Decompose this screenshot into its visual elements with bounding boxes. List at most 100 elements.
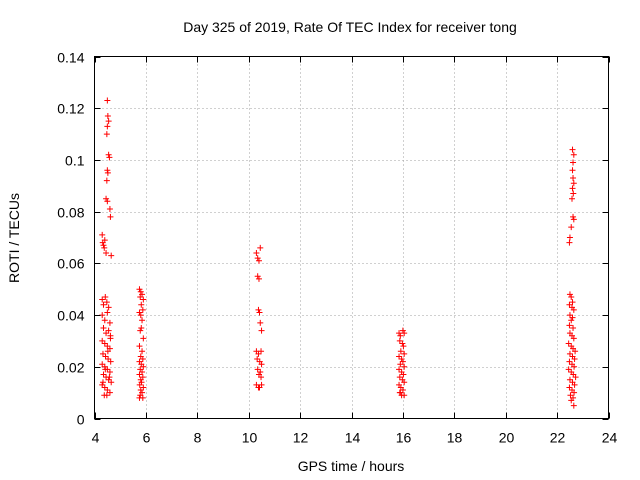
- data-point: [570, 335, 577, 342]
- data-point: [401, 350, 408, 357]
- data-point: [566, 239, 573, 246]
- data-point: [136, 286, 143, 293]
- data-point: [101, 244, 108, 251]
- data-point: [566, 358, 573, 365]
- data-point: [108, 379, 115, 386]
- data-point: [569, 185, 576, 192]
- chart-title: Day 325 of 2019, Rate Of TEC Index for r…: [183, 19, 517, 35]
- data-point: [100, 371, 107, 378]
- data-point: [569, 195, 576, 202]
- data-point: [566, 322, 573, 329]
- data-point: [255, 275, 262, 282]
- data-point: [566, 384, 573, 391]
- grid-lines: [94, 56, 609, 419]
- data-point: [137, 392, 144, 399]
- data-point: [399, 387, 406, 394]
- data-point: [106, 319, 113, 326]
- data-point: [104, 169, 111, 176]
- data-point: [257, 368, 264, 375]
- data-point: [568, 397, 575, 404]
- data-point: [140, 363, 147, 370]
- data-point: [104, 348, 111, 355]
- data-point: [100, 301, 107, 308]
- data-point: [136, 309, 143, 316]
- x-tick-label: 6: [143, 430, 151, 446]
- data-point: [570, 175, 577, 182]
- data-point: [138, 301, 145, 308]
- data-point: [566, 234, 573, 241]
- data-point: [103, 299, 110, 306]
- data-point: [400, 371, 407, 378]
- data-point: [566, 291, 573, 298]
- data-point: [136, 343, 143, 350]
- data-point: [106, 154, 113, 161]
- data-point: [570, 159, 577, 166]
- x-tick-label: 22: [550, 430, 566, 446]
- data-point: [570, 306, 577, 313]
- data-point: [569, 314, 576, 321]
- data-point: [569, 167, 576, 174]
- data-point: [107, 213, 114, 220]
- y-tick-label: 0.02: [57, 360, 84, 376]
- y-tick-label: 0.06: [57, 256, 84, 272]
- data-point: [105, 151, 112, 158]
- x-tick-label: 16: [396, 430, 412, 446]
- data-point: [136, 394, 143, 401]
- data-point: [254, 273, 261, 280]
- data-point: [106, 389, 113, 396]
- data-point: [99, 381, 106, 388]
- data-point: [566, 376, 573, 383]
- data-point: [136, 371, 143, 378]
- data-point: [107, 335, 114, 342]
- data-point: [104, 97, 111, 104]
- data-point: [102, 366, 109, 373]
- data-point: [258, 374, 265, 381]
- data-point: [570, 180, 577, 187]
- data-point: [101, 384, 108, 391]
- data-point: [139, 306, 146, 313]
- data-point: [137, 376, 144, 383]
- data-point: [101, 363, 108, 370]
- data-point: [257, 319, 264, 326]
- data-point: [106, 206, 113, 213]
- data-point: [396, 366, 403, 373]
- data-point: [99, 379, 106, 386]
- data-point: [258, 361, 265, 368]
- data-point: [570, 402, 577, 409]
- data-point: [102, 353, 109, 360]
- y-tick-labels: 0 0.02 0.04 0.06 0.08 0.1 0.12 0.14: [57, 50, 84, 428]
- data-point: [140, 384, 147, 391]
- data-point: [396, 389, 403, 396]
- data-point: [401, 379, 408, 386]
- data-point: [567, 392, 574, 399]
- plot-frame: [94, 56, 609, 419]
- data-point: [571, 389, 578, 396]
- data-point: [255, 350, 262, 357]
- data-point: [139, 356, 146, 363]
- data-point: [140, 296, 147, 303]
- y-tick-label: 0.08: [57, 205, 84, 221]
- data-point: [137, 288, 144, 295]
- data-point: [107, 358, 114, 365]
- data-point: [572, 374, 579, 381]
- data-point: [569, 299, 576, 306]
- data-point: [105, 304, 112, 311]
- data-point: [138, 325, 145, 331]
- data-point: [255, 306, 262, 313]
- x-tick-label: 14: [345, 430, 361, 446]
- data-point: [254, 366, 261, 373]
- x-tick-labels: 4 6 8 10 12 14 16 18 20 22 24: [92, 430, 618, 446]
- x-tick-label: 20: [499, 430, 515, 446]
- data-point: [139, 317, 146, 324]
- data-point: [256, 309, 263, 316]
- data-point: [104, 123, 111, 130]
- x-tick-label: 10: [242, 430, 258, 446]
- data-point: [106, 374, 113, 381]
- data-point: [100, 325, 107, 331]
- x-tick-label: 24: [602, 430, 618, 446]
- data-point: [140, 335, 147, 342]
- data-point: [100, 242, 107, 249]
- data-point: [399, 327, 406, 334]
- data-point: [566, 350, 573, 357]
- data-point: [108, 252, 115, 259]
